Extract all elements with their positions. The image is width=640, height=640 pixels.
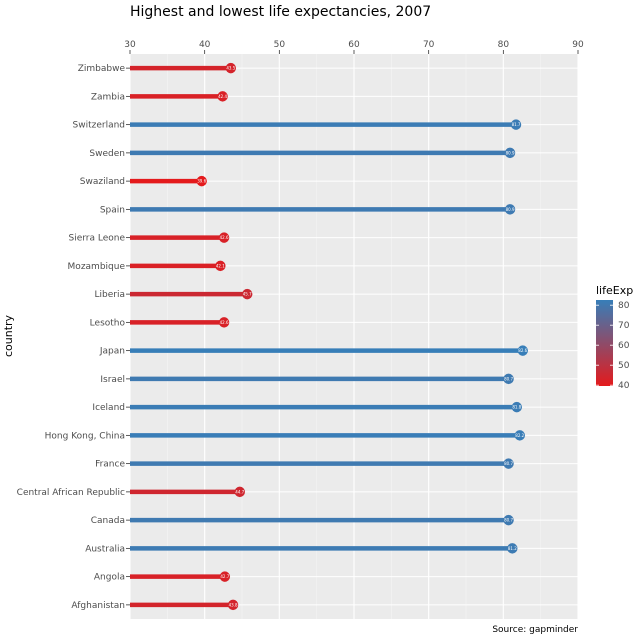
- data-label: 82.6: [518, 348, 527, 353]
- data-label: 80.9: [506, 207, 515, 212]
- y-tick-label: Angola: [94, 573, 125, 583]
- lollipop-point: [503, 514, 514, 526]
- lollipop-point: [219, 571, 231, 582]
- y-tick-label: Lesotho: [90, 318, 126, 328]
- y-tick-label: Zimbabwe: [78, 64, 126, 74]
- lollipop-point: [215, 260, 226, 272]
- data-label: 81.2: [508, 546, 517, 551]
- lollipop-point: [218, 317, 230, 328]
- lollipop-point: [511, 401, 522, 413]
- data-label: 42.4: [218, 94, 227, 99]
- data-label: 42.1: [216, 263, 225, 268]
- y-axis: Zimbabwe Zambia Switzerland Sweden Swaziland…: [17, 64, 130, 611]
- data-label: 42.6: [220, 320, 229, 325]
- y-tick-label: Australia: [85, 544, 125, 554]
- y-tick-label: Iceland: [92, 403, 125, 413]
- lollipop-point: [234, 486, 245, 498]
- lollipop-point: [514, 430, 525, 441]
- y-tick-label: Israel: [100, 375, 125, 385]
- data-label: 43.8: [229, 602, 238, 607]
- data-series: 43.5 42.4 81.7 80.9 39.6 80.9 42.6 42.1 45.7 42.6…: [130, 62, 528, 611]
- y-tick-label: Sweden: [89, 149, 125, 159]
- x-tick-label: 70: [423, 40, 435, 50]
- y-tick-label: Switzerland: [73, 121, 126, 131]
- lollipop-point: [517, 345, 528, 356]
- data-label: 44.7: [235, 489, 244, 494]
- y-tick-label: Mozambique: [68, 262, 126, 272]
- x-tick-label: 50: [274, 40, 286, 50]
- data-label: 80.7: [504, 461, 513, 466]
- legend: lifeExp 80 70 60 50 40: [596, 284, 633, 391]
- data-label: 45.7: [243, 292, 252, 297]
- lollipop-point: [503, 373, 514, 385]
- caption: Source: gapminder: [492, 625, 578, 635]
- y-tick-label: Liberia: [95, 290, 125, 300]
- x-axis: 30 40 50 60 70 80 90: [124, 40, 584, 54]
- x-tick-label: 40: [199, 40, 211, 50]
- y-tick-label: Canada: [91, 516, 125, 526]
- y-tick-label: Afghanistan: [71, 601, 125, 611]
- y-tick-label: Spain: [100, 205, 125, 215]
- data-label: 81.8: [512, 405, 521, 410]
- data-label: 43.5: [226, 66, 235, 71]
- lollipop-point: [507, 543, 518, 554]
- data-label: 80.7: [504, 376, 513, 381]
- data-label: 80.7: [504, 518, 513, 523]
- y-tick-label: France: [95, 460, 125, 470]
- x-tick-label: 30: [124, 40, 136, 50]
- lollipop-point: [242, 288, 253, 300]
- lollipop-point: [225, 62, 236, 74]
- data-label: 39.6: [197, 179, 206, 184]
- legend-title: lifeExp: [596, 284, 633, 297]
- chart-title: Highest and lowest life expectancies, 20…: [130, 4, 431, 20]
- data-label: 42.6: [220, 235, 229, 240]
- lollipop-point: [503, 458, 514, 469]
- y-tick-label: Japan: [99, 347, 125, 357]
- lollipop-point: [504, 204, 516, 215]
- lollipop-point: [218, 232, 230, 243]
- legend-break-label: 50: [618, 361, 630, 371]
- y-tick-label: Swaziland: [80, 177, 125, 187]
- y-tick-label: Zambia: [91, 92, 125, 102]
- legend-break-label: 60: [618, 341, 630, 351]
- x-tick-label: 60: [348, 40, 360, 50]
- data-label: 42.7: [220, 574, 229, 579]
- y-tick-label: Hong Kong, China: [45, 431, 125, 441]
- data-label: 82.2: [515, 433, 524, 438]
- data-label: 80.9: [506, 150, 515, 155]
- lollipop-point: [504, 147, 516, 159]
- lollipop-point: [227, 599, 239, 611]
- legend-break-label: 80: [618, 301, 630, 311]
- x-tick-label: 90: [572, 40, 584, 50]
- y-tick-label: Central African Republic: [17, 488, 125, 498]
- data-label: 81.7: [512, 122, 521, 127]
- legend-colorbar: [596, 300, 613, 386]
- lollipop-point: [217, 91, 228, 102]
- legend-break-label: 70: [618, 321, 630, 331]
- legend-break-label: 40: [618, 381, 630, 391]
- y-axis-title: country: [2, 314, 15, 357]
- lollipop-point: [196, 175, 207, 187]
- x-tick-label: 80: [498, 40, 510, 50]
- y-tick-label: Sierra Leone: [68, 234, 125, 244]
- lollipop-point: [510, 119, 522, 130]
